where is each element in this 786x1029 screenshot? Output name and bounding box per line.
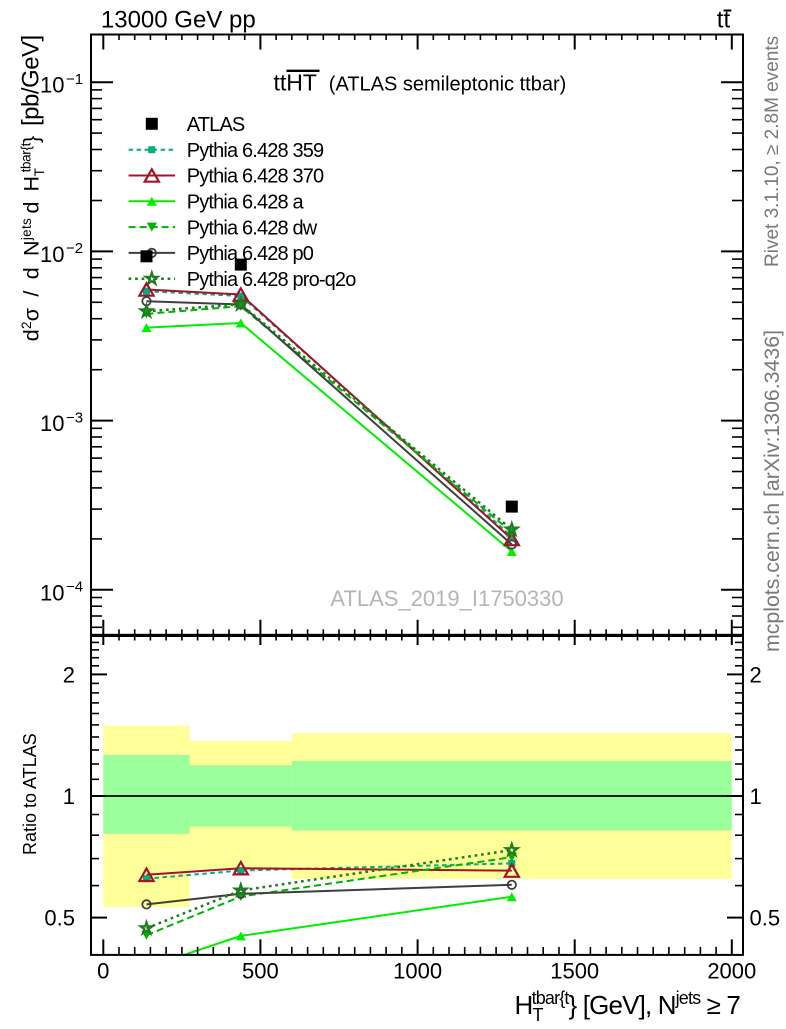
- svg-text:500: 500: [242, 959, 279, 984]
- svg-text:2: 2: [750, 662, 762, 687]
- svg-text:0: 0: [97, 959, 109, 984]
- svg-text:ATLAS: ATLAS: [187, 114, 245, 136]
- svg-text:10: 10: [40, 580, 64, 605]
- svg-text:1500: 1500: [550, 959, 599, 984]
- svg-text:2: 2: [63, 662, 75, 687]
- svg-text:1: 1: [750, 784, 762, 809]
- svg-text:2000: 2000: [707, 959, 756, 984]
- svg-text:Pythia 6.428 dw: Pythia 6.428 dw: [187, 217, 318, 239]
- svg-text:ttHT: ttHT: [274, 70, 317, 96]
- svg-text:Pythia 6.428 359: Pythia 6.428 359: [187, 140, 324, 162]
- svg-text:10: 10: [40, 242, 64, 267]
- svg-text:−1: −1: [66, 71, 83, 88]
- svg-text:Pythia 6.428 370: Pythia 6.428 370: [187, 166, 324, 188]
- svg-text:−3: −3: [66, 409, 83, 426]
- svg-text:(ATLAS semileptonic ttbar): (ATLAS semileptonic ttbar): [329, 74, 567, 96]
- svg-text:Pythia 6.428 p0: Pythia 6.428 p0: [187, 243, 314, 265]
- svg-text:[pb/GeV]: [pb/GeV]: [18, 35, 45, 126]
- svg-text:Pythia 6.428 pro-q2o: Pythia 6.428 pro-q2o: [187, 269, 356, 291]
- svg-text:Pythia 6.428 a: Pythia 6.428 a: [187, 192, 305, 214]
- svg-text:1000: 1000: [393, 959, 442, 984]
- svg-text:1: 1: [63, 784, 75, 809]
- svg-text:−2: −2: [66, 240, 83, 257]
- svg-text:13000 GeV pp: 13000 GeV pp: [101, 7, 256, 34]
- svg-text:10: 10: [40, 411, 64, 436]
- svg-text:−4: −4: [66, 579, 83, 596]
- svg-text:0.5: 0.5: [44, 906, 75, 931]
- svg-text:0.5: 0.5: [750, 906, 781, 931]
- svg-text:tt: tt: [717, 7, 731, 34]
- svg-text:mcplots.cern.ch [arXiv:1306.34: mcplots.cern.ch [arXiv:1306.3436]: [760, 330, 784, 652]
- svg-text:10: 10: [40, 73, 64, 98]
- svg-text:ATLAS_2019_I1750330: ATLAS_2019_I1750330: [330, 586, 563, 611]
- svg-text:Rivet 3.1.10, ≥ 2.8M events: Rivet 3.1.10, ≥ 2.8M events: [762, 36, 783, 267]
- svg-text:Ratio to ATLAS: Ratio to ATLAS: [20, 733, 40, 855]
